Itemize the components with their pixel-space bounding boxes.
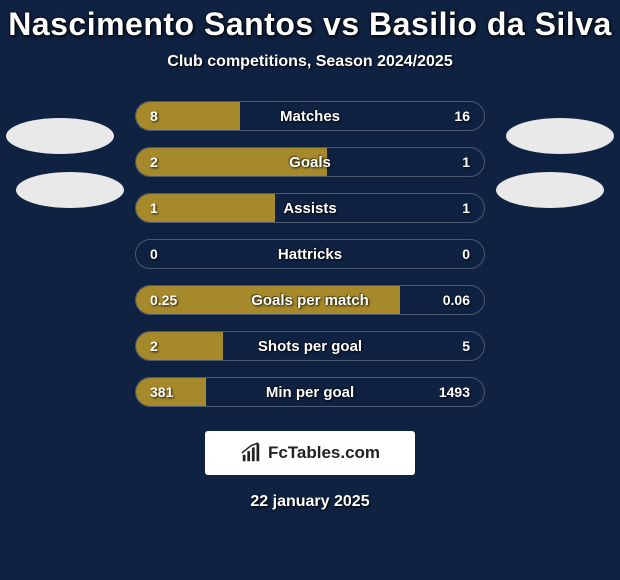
fctables-logo[interactable]: FcTables.com	[205, 431, 415, 475]
stat-row: 0.250.06Goals per match	[135, 285, 485, 315]
subtitle: Club competitions, Season 2024/2025	[0, 53, 620, 71]
stat-row: 25Shots per goal	[135, 331, 485, 361]
bar-fill-left	[136, 378, 206, 406]
stat-row: 00Hattricks	[135, 239, 485, 269]
stat-row: 3811493Min per goal	[135, 377, 485, 407]
chart-icon	[240, 442, 262, 464]
stat-row: 816Matches	[135, 101, 485, 131]
bar-fill-left	[136, 148, 327, 176]
bar-fill-left	[136, 194, 275, 222]
bar-fill-left	[136, 286, 400, 314]
page-title: Nascimento Santos vs Basilio da Silva	[0, 0, 620, 43]
bar-fill-left	[136, 332, 223, 360]
stat-row: 21Goals	[135, 147, 485, 177]
stat-row: 11Assists	[135, 193, 485, 223]
comparison-chart: 816Matches 21Goals 11Assists 00Hattricks 0.2…	[0, 101, 620, 421]
date-label: 22 january 2025	[0, 493, 620, 511]
logo-text: FcTables.com	[268, 443, 380, 463]
bar-fill-left	[136, 102, 240, 130]
